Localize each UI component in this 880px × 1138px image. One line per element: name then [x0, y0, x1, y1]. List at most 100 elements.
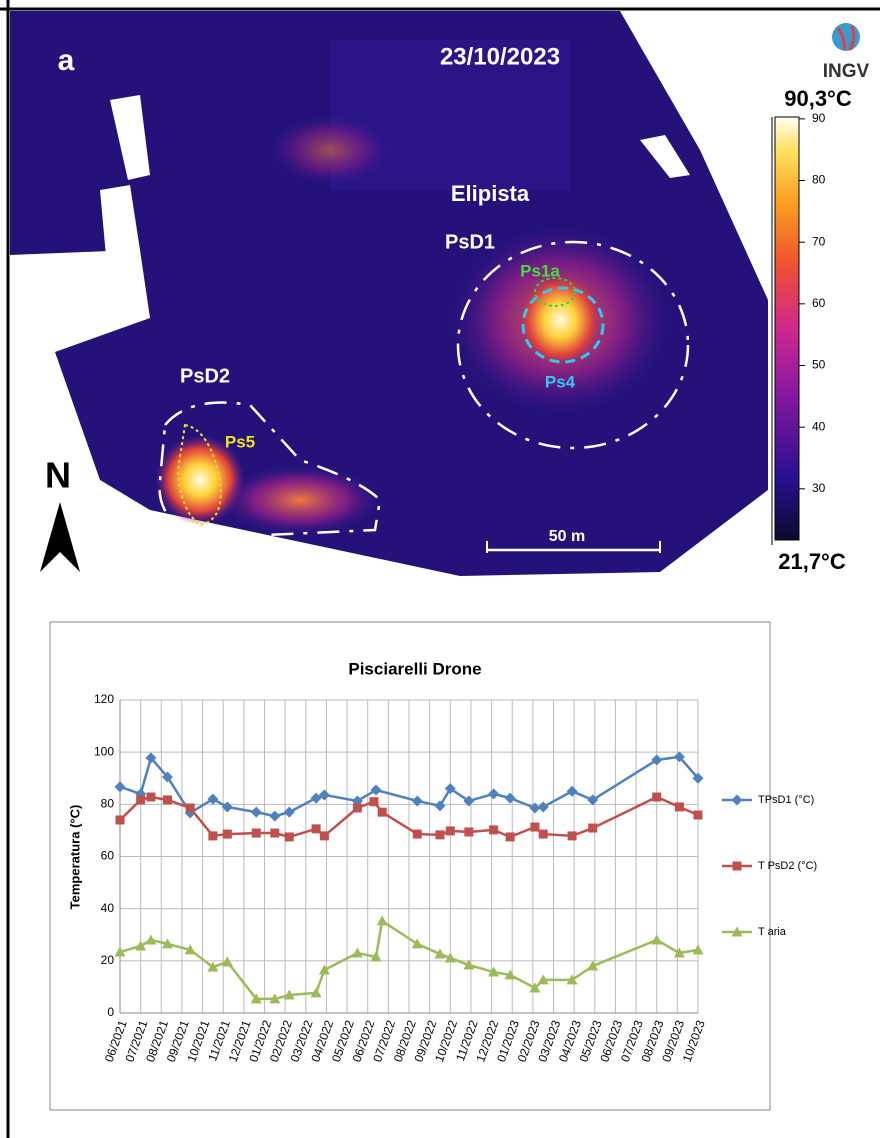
marker	[135, 940, 147, 951]
marker	[222, 829, 232, 839]
marker	[505, 832, 515, 842]
marker	[587, 960, 599, 971]
chart-frame	[49, 621, 771, 1111]
marker	[504, 969, 516, 980]
marker	[221, 801, 233, 813]
chart-title: Pisciarelli Drone	[348, 659, 481, 678]
marker	[692, 772, 704, 784]
marker	[351, 947, 363, 958]
marker	[207, 793, 219, 805]
map-gap	[100, 185, 150, 318]
legend-label: T PsD2 (°C)	[758, 860, 817, 872]
marker	[376, 915, 388, 926]
site-label: PsD1	[445, 231, 495, 253]
marker	[283, 989, 295, 1000]
hot-area	[515, 270, 605, 370]
colorbar-ticks: 30 40 50 60 70 80 90	[799, 111, 826, 495]
marker	[270, 828, 280, 838]
marker	[529, 982, 541, 993]
marker	[411, 795, 423, 807]
marker	[504, 792, 516, 804]
marker	[146, 792, 156, 802]
y-tick-label: 60	[101, 849, 115, 863]
marker	[250, 993, 262, 1004]
marker	[566, 785, 578, 797]
legend-label: T aria	[758, 926, 787, 938]
thermal-map	[10, 11, 768, 576]
marker	[184, 944, 196, 955]
marker	[115, 815, 125, 825]
colorbar-tick-label: 60	[812, 296, 826, 310]
site-label: Ps4	[545, 372, 576, 391]
marker	[529, 802, 541, 814]
marker	[587, 794, 599, 806]
marker	[114, 781, 126, 793]
marker	[673, 751, 685, 763]
marker	[651, 934, 663, 945]
marker	[538, 829, 548, 839]
marker	[269, 810, 281, 822]
marker	[145, 752, 157, 764]
colorbar-max-label: 90,3°C	[784, 86, 852, 111]
legend-label: TPsD1 (°C)	[758, 794, 814, 806]
marker	[352, 803, 362, 813]
marker	[208, 831, 218, 841]
marker	[463, 795, 475, 807]
marker	[488, 788, 500, 800]
y-tick-label: 120	[94, 692, 114, 706]
marker	[161, 771, 173, 783]
marker	[651, 754, 663, 766]
map-gap	[110, 95, 150, 180]
marker	[588, 823, 598, 833]
y-tick-label: 100	[94, 744, 114, 758]
legend-marker	[732, 861, 742, 871]
marker	[652, 792, 662, 802]
marker	[693, 810, 703, 820]
colorbar-tick-label: 70	[812, 234, 826, 248]
marker	[136, 795, 146, 805]
colorbar-tick-label: 50	[812, 358, 826, 372]
marker	[435, 830, 445, 840]
colorbar	[774, 116, 800, 541]
marker	[489, 825, 499, 835]
scale-label: 50 m	[549, 528, 585, 545]
marker	[434, 800, 446, 812]
marker	[221, 956, 233, 967]
marker	[370, 784, 382, 796]
ps5-outline	[176, 423, 222, 527]
marker	[207, 961, 219, 972]
marker	[445, 826, 455, 836]
logo-globe	[832, 23, 860, 51]
site-label: Elipista	[451, 181, 530, 206]
marker	[377, 807, 387, 817]
marker	[444, 952, 456, 963]
marker	[251, 828, 261, 838]
north-label: N	[45, 455, 71, 496]
warm-area	[270, 115, 390, 185]
marker	[673, 947, 685, 958]
logo-text: INGV	[823, 61, 870, 82]
marker	[530, 822, 540, 832]
marker	[444, 783, 456, 795]
colorbar-tick-label: 80	[812, 173, 826, 187]
marker	[310, 987, 322, 998]
colorbar-tick-label: 40	[812, 419, 826, 433]
marker	[692, 944, 704, 955]
site-label: PsD2	[180, 365, 230, 387]
legend-marker	[731, 926, 743, 937]
y-tick-label: 0	[107, 1005, 114, 1019]
series-line	[119, 918, 699, 1001]
marker	[161, 938, 173, 949]
hot-area	[220, 465, 380, 535]
series-line	[119, 795, 699, 839]
marker	[250, 806, 262, 818]
psd2-outline	[158, 401, 382, 540]
site-label: Ps5	[225, 432, 255, 451]
north-arrow	[40, 502, 80, 572]
marker	[537, 974, 549, 985]
marker	[319, 831, 329, 841]
marker	[318, 964, 330, 975]
marker	[464, 827, 474, 837]
marker	[145, 934, 157, 945]
colorbar-tick-label: 90	[812, 111, 826, 125]
